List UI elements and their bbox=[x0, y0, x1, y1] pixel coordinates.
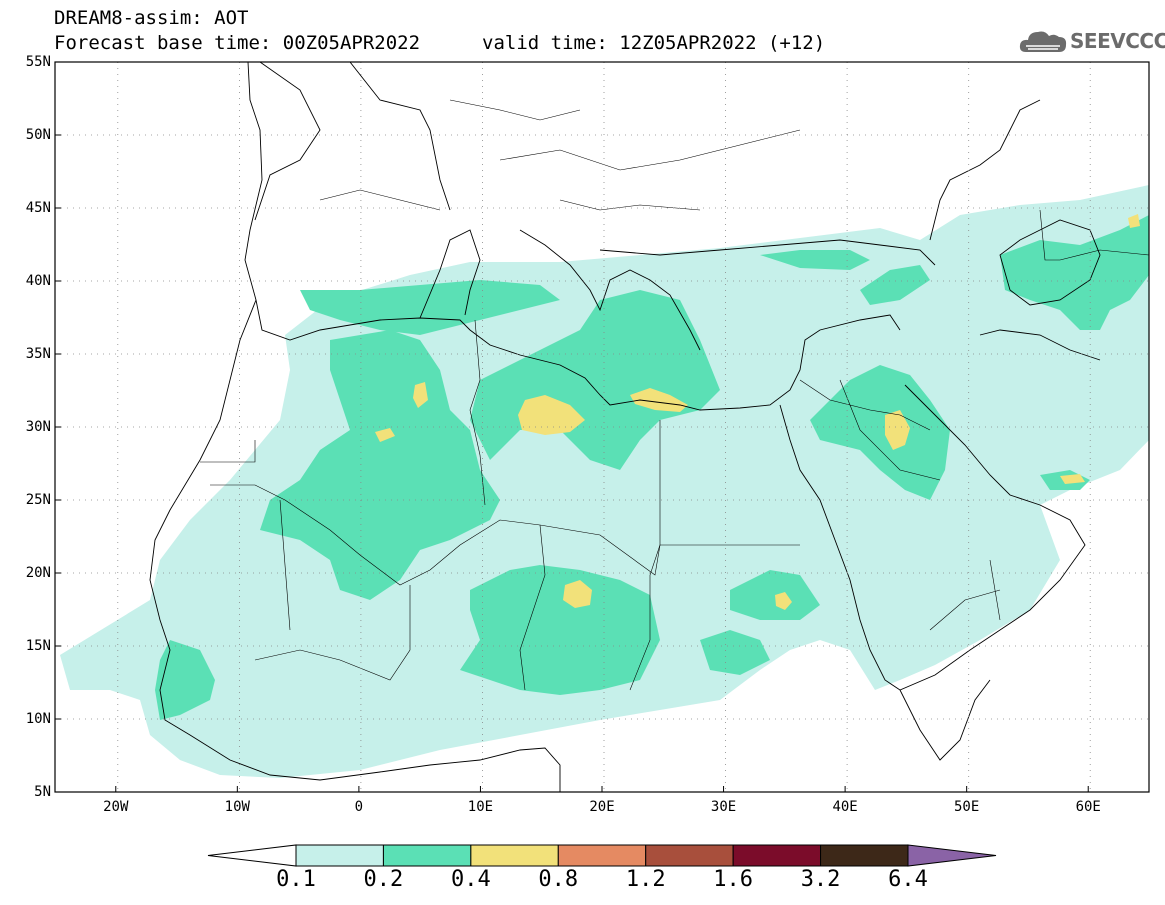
valid-time: valid time: 12Z05APR2022 (+12) bbox=[482, 32, 826, 54]
axis-ticks bbox=[55, 61, 1089, 793]
gridlines bbox=[55, 62, 1149, 792]
lat-label: 25N bbox=[25, 492, 51, 508]
lat-label: 45N bbox=[25, 200, 51, 216]
forecast-base-time: Forecast base time: 00Z05APR2022 bbox=[54, 32, 421, 54]
lat-label: 50N bbox=[25, 127, 51, 143]
lon-label: 10W bbox=[224, 799, 250, 815]
lat-label: 35N bbox=[25, 346, 51, 362]
lon-label: 60E bbox=[1075, 799, 1101, 815]
coastlines bbox=[149, 62, 1101, 792]
colorbar-level-label: 0.4 bbox=[450, 867, 491, 892]
colorbar-level-label: 0.2 bbox=[363, 867, 404, 892]
lat-label: 10N bbox=[25, 711, 51, 727]
lat-label: 5N bbox=[34, 784, 51, 800]
lon-label: 50E bbox=[954, 799, 980, 815]
lon-label: 10E bbox=[467, 799, 494, 815]
aot-band-0.2 bbox=[155, 215, 1149, 720]
colorbar-level-label: 6.4 bbox=[888, 867, 928, 892]
cloud-icon bbox=[1019, 31, 1067, 52]
lat-label: 55N bbox=[25, 54, 51, 70]
lat-label: 15N bbox=[25, 638, 51, 654]
lon-label: 20W bbox=[103, 799, 129, 815]
map-title: DREAM8-assim: AOT bbox=[54, 7, 249, 29]
logo-text: SEEVCCC bbox=[1070, 29, 1165, 53]
lat-label: 30N bbox=[25, 419, 51, 435]
lon-label: 20E bbox=[589, 799, 615, 815]
lon-label: 40E bbox=[832, 799, 858, 815]
lon-label: 30E bbox=[710, 799, 737, 815]
aot-band-0.1 bbox=[60, 185, 1149, 778]
lat-label: 20N bbox=[25, 565, 51, 581]
colorbar-level-label: 0.8 bbox=[538, 867, 579, 892]
country-borders bbox=[200, 99, 1149, 691]
aot-band-0.4 bbox=[375, 214, 1140, 610]
colorbar-level-label: 0.1 bbox=[276, 867, 316, 892]
colorbar-level-label: 1.2 bbox=[625, 867, 666, 892]
colorbar-level-label: 3.2 bbox=[800, 867, 841, 892]
lat-label: 40N bbox=[25, 273, 51, 289]
seevccc-logo: SEEVCCC bbox=[1018, 26, 1165, 56]
lon-label: 0 bbox=[354, 799, 364, 815]
aot-contours bbox=[60, 185, 1149, 778]
colorbar-level-label: 1.6 bbox=[713, 867, 754, 892]
